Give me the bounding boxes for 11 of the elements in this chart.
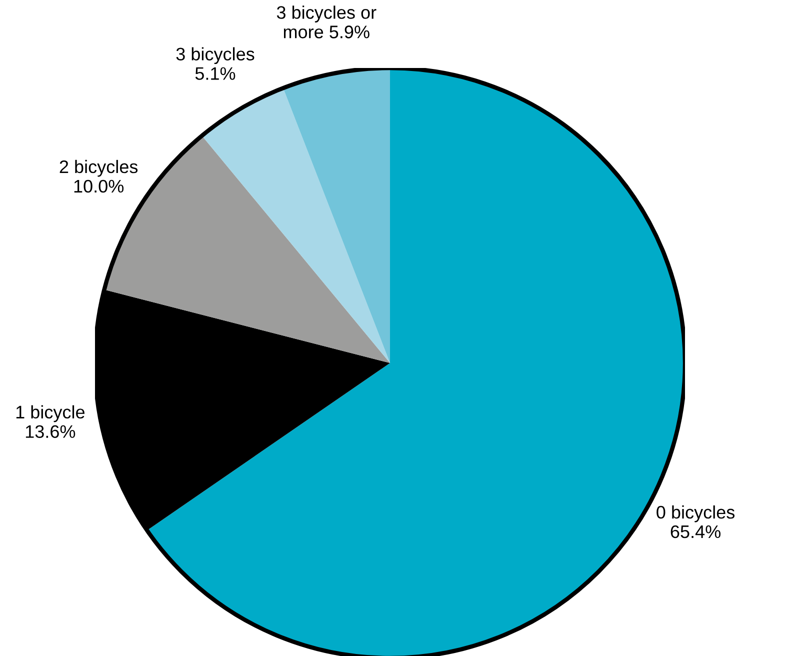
pie-slice: [283, 68, 390, 363]
pie-slice: [202, 88, 390, 363]
slice-label: 3 bicycles: [176, 47, 254, 64]
slice-label: 0 bicycles: [656, 505, 735, 522]
slice-label: 3 bicycles or more 5.9%: [276, 6, 376, 38]
data-label: 10.0%: [74, 180, 124, 193]
slice-label: 1 bicycle: [16, 405, 84, 422]
data-label: 5.1%: [195, 67, 236, 80]
data-label: 65.4%: [670, 525, 720, 538]
data-label: 13.6%: [26, 425, 76, 438]
slice-label: 2 bicycles: [60, 160, 138, 177]
